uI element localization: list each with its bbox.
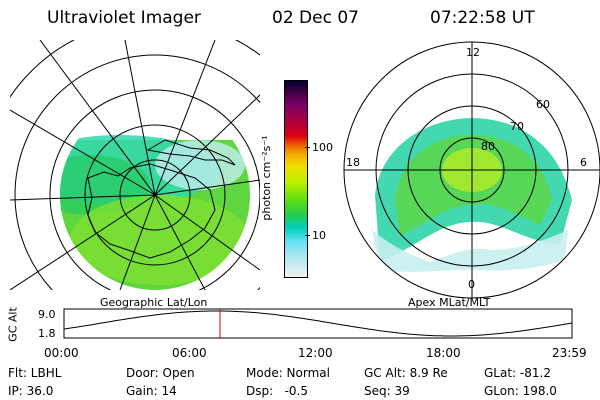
antarctica-coastline — [87, 163, 216, 259]
mlat-mlt-grid — [343, 41, 600, 299]
orbit-xtick-3: 18:00 — [426, 346, 461, 360]
status-glat: GLat: -81.2 — [484, 366, 551, 380]
mlt-label-6: 6 — [580, 156, 587, 169]
instrument-title: Ultraviolet Imager — [47, 8, 201, 28]
lat-lon-grid — [10, 40, 260, 290]
status-gain: Gain: 14 — [126, 384, 177, 398]
colorbar — [284, 80, 308, 278]
orbit-altitude-curve — [63, 310, 573, 337]
mlat-label-70: 70 — [510, 120, 524, 133]
status-filter: Flt: LBHL — [8, 366, 62, 380]
orbit-xtick-4: 23:59 — [552, 346, 587, 360]
orbit-ytick-bottom: 1.8 — [38, 327, 56, 340]
date-label: 02 Dec 07 — [272, 8, 359, 28]
mlt-label-12: 12 — [466, 46, 480, 59]
colorbar-tickmark — [305, 235, 310, 236]
status-mode: Mode: Normal — [246, 366, 330, 380]
mlat-label-80: 80 — [481, 140, 495, 153]
orbit-xtick-2: 12:00 — [298, 346, 333, 360]
status-gc-alt: GC Alt: 8.9 Re — [364, 366, 448, 380]
mlat-label-60: 60 — [536, 98, 550, 111]
right-map-caption: Apex MLat/MLT — [408, 296, 491, 309]
time-label: 07:22:58 UT — [430, 8, 535, 28]
orbit-xtick-1: 06:00 — [172, 346, 207, 360]
south-america-coastline — [146, 139, 236, 166]
colorbar-tick-10: 10 — [312, 229, 326, 242]
mlt-label-18: 18 — [346, 156, 360, 169]
colorbar-tickmark — [305, 147, 310, 148]
mlt-label-0: 0 — [468, 278, 475, 291]
status-glon: GLon: 198.0 — [484, 384, 557, 398]
status-dsp: Dsp: -0.5 — [246, 384, 309, 398]
orbit-ytick-top: 9.0 — [38, 308, 56, 321]
orbit-xtick-0: 00:00 — [44, 346, 79, 360]
status-door: Door: Open — [126, 366, 195, 380]
left-map-caption: Geographic Lat/Lon — [100, 296, 208, 309]
status-ip: IP: 36.0 — [8, 384, 54, 398]
colorbar-tick-100: 100 — [312, 141, 333, 154]
status-seq: Seq: 39 — [364, 384, 410, 398]
aurora-oval-image — [372, 118, 572, 272]
